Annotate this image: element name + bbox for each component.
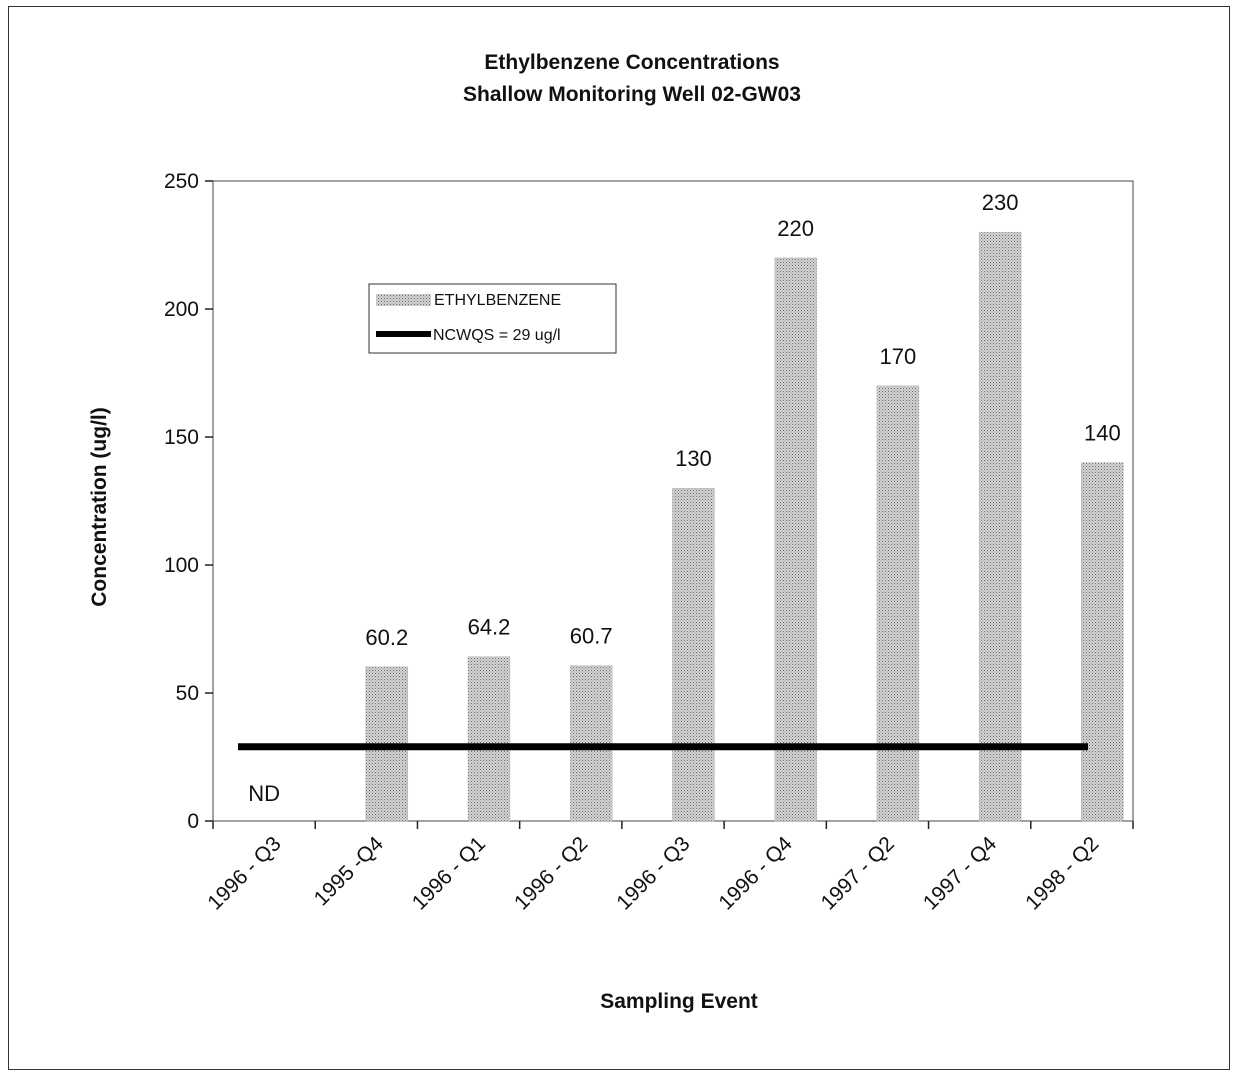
x-tick-label: 1998 - Q2: [1021, 832, 1103, 914]
y-tick-label: 250: [164, 170, 199, 193]
legend: ETHYLBENZENE NCWQS = 29 ug/l: [368, 283, 617, 354]
chart-frame: Ethylbenzene Concentrations Shallow Moni…: [8, 6, 1230, 1070]
x-tick-label: 1996 - Q1: [408, 832, 490, 914]
data-label: 220: [777, 216, 814, 241]
plot-area: 0 50 100 150 200 250 ND 1996 - Q3 60.2 1995 -Q4 64…: [164, 170, 1134, 915]
legend-label-ncwqs: NCWQS = 29 ug/l: [433, 327, 561, 344]
chart: Ethylbenzene Concentrations Shallow Moni…: [88, 51, 1134, 1013]
data-label: 170: [880, 344, 917, 369]
x-tick-label: 1996 - Q4: [714, 832, 797, 915]
x-tick-label: 1997 - Q2: [817, 832, 899, 914]
x-axis-title: Sampling Event: [600, 990, 758, 1013]
legend-label-ethylbenzene: ETHYLBENZENE: [434, 292, 561, 309]
data-label: ND: [248, 781, 280, 806]
chart-subtitle: Shallow Monitoring Well 02-GW03: [463, 83, 801, 106]
data-label: 60.7: [570, 624, 613, 649]
bar: [978, 231, 1022, 822]
bar: [672, 487, 715, 822]
x-tick-label: 1995 -Q4: [310, 832, 388, 910]
y-axis-title: Concentration (ug/l): [88, 407, 111, 606]
chart-title: Ethylbenzene Concentrations: [484, 51, 779, 74]
y-tick-label: 100: [164, 554, 199, 577]
x-tick-label: 1996 - Q3: [612, 832, 694, 914]
bar: [876, 385, 920, 822]
x-tick-label: 1997 - Q4: [919, 832, 1002, 915]
x-tick-label: 1996 - Q3: [203, 832, 285, 914]
data-label: 230: [982, 190, 1019, 215]
bar: [1081, 462, 1124, 822]
bar: [774, 257, 817, 822]
data-label: 140: [1084, 421, 1121, 446]
y-tick-label: 150: [164, 426, 199, 449]
x-tick-label: 1996 - Q2: [510, 832, 592, 914]
data-label: 60.2: [365, 625, 408, 650]
y-tick-label: 0: [187, 810, 199, 833]
y-tick-label: 200: [164, 298, 199, 321]
bar: [467, 656, 511, 822]
y-tick-label: 50: [176, 682, 199, 705]
data-label: 130: [675, 446, 712, 471]
data-label: 64.2: [468, 615, 511, 640]
legend-swatch-ethylbenzene: [376, 294, 431, 306]
